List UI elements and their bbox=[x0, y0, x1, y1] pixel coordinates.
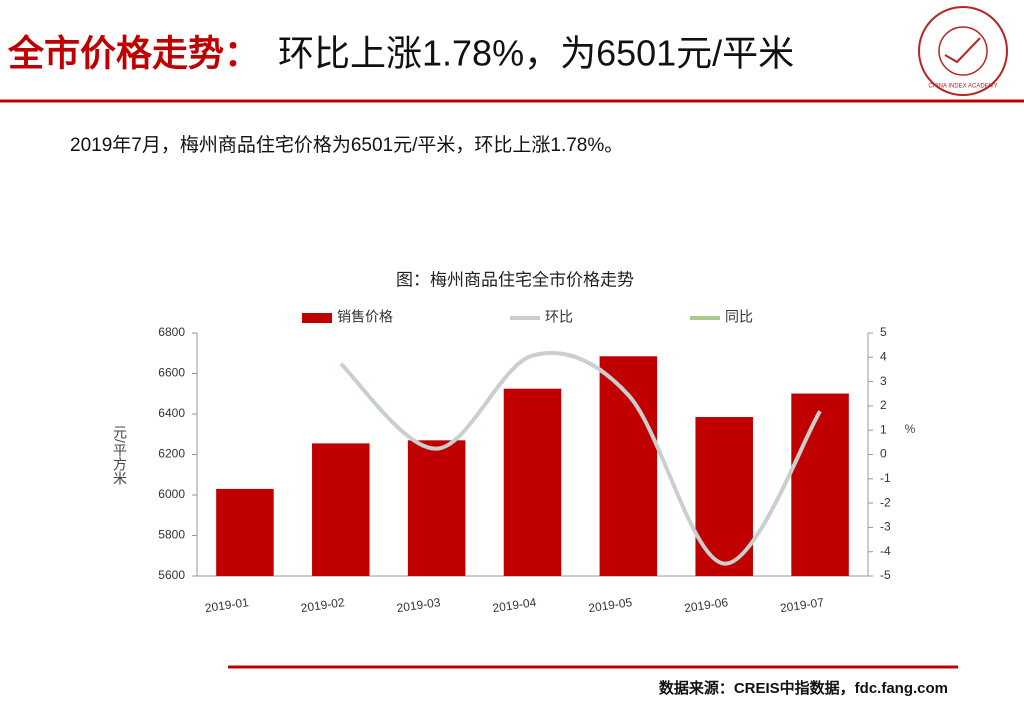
bar bbox=[312, 443, 370, 576]
title-red: 全市价格走势： bbox=[7, 33, 260, 74]
logo-text: CHINA INDEX ACADEMY bbox=[928, 84, 997, 90]
title-black: 环比上涨1.78%，为6501元/平米 bbox=[278, 33, 794, 74]
y2-tick-label: -5 bbox=[880, 568, 891, 582]
logo: CHINA INDEX ACADEMY bbox=[918, 6, 1008, 96]
legend-swatch bbox=[302, 313, 332, 323]
bar bbox=[503, 388, 562, 576]
source: 数据来源：CREIS中指数据，fdc.fang.com bbox=[659, 679, 948, 697]
y2-tick-label: 5 bbox=[880, 325, 887, 339]
line bbox=[339, 350, 822, 566]
y-tick-label: 6200 bbox=[158, 447, 185, 461]
bar bbox=[216, 488, 274, 576]
x-tick-label: 2019-06 bbox=[683, 595, 729, 615]
x-tick-label: 2019-03 bbox=[396, 595, 442, 615]
legend-label: 环比 bbox=[545, 309, 573, 325]
y2-tick-label: -2 bbox=[880, 495, 891, 509]
legend-label: 同比 bbox=[725, 309, 753, 325]
y-tick-label: 6400 bbox=[158, 406, 185, 420]
bar bbox=[791, 393, 849, 576]
y-axis-label: 元/平方米 bbox=[112, 425, 128, 485]
x-tick-label: 2019-01 bbox=[204, 595, 250, 615]
x-tick-label: 2019-04 bbox=[492, 595, 538, 615]
summary: 2019年7月，梅州商品住宅价格为6501元/平米，环比上涨1.78%。 bbox=[70, 134, 623, 156]
y2-tick-label: 3 bbox=[880, 374, 887, 388]
x-tick-label: 2019-05 bbox=[587, 595, 633, 615]
y2-tick-label: -1 bbox=[880, 471, 891, 485]
bar bbox=[599, 356, 658, 576]
bar bbox=[407, 440, 466, 576]
y2-tick-label: -4 bbox=[880, 544, 891, 558]
y2-tick-label: 1 bbox=[880, 422, 887, 436]
y2-tick-label: -3 bbox=[880, 520, 891, 534]
y2-tick-label: 4 bbox=[880, 349, 887, 363]
x-tick-label: 2019-02 bbox=[300, 595, 346, 615]
y2-tick-label: 2 bbox=[880, 398, 887, 412]
y2-tick-label: 0 bbox=[880, 447, 887, 461]
chart-title: 图：梅州商品住宅全市价格走势 bbox=[396, 270, 634, 289]
y-tick-label: 6600 bbox=[158, 366, 185, 380]
y-tick-label: 5800 bbox=[158, 528, 185, 542]
legend-label: 销售价格 bbox=[337, 309, 393, 325]
y2-axis-label: % bbox=[905, 422, 916, 436]
x-tick-label: 2019-07 bbox=[779, 595, 825, 615]
y-tick-label: 6800 bbox=[158, 325, 185, 339]
y-tick-label: 5600 bbox=[158, 568, 185, 582]
y-tick-label: 6000 bbox=[158, 487, 185, 501]
